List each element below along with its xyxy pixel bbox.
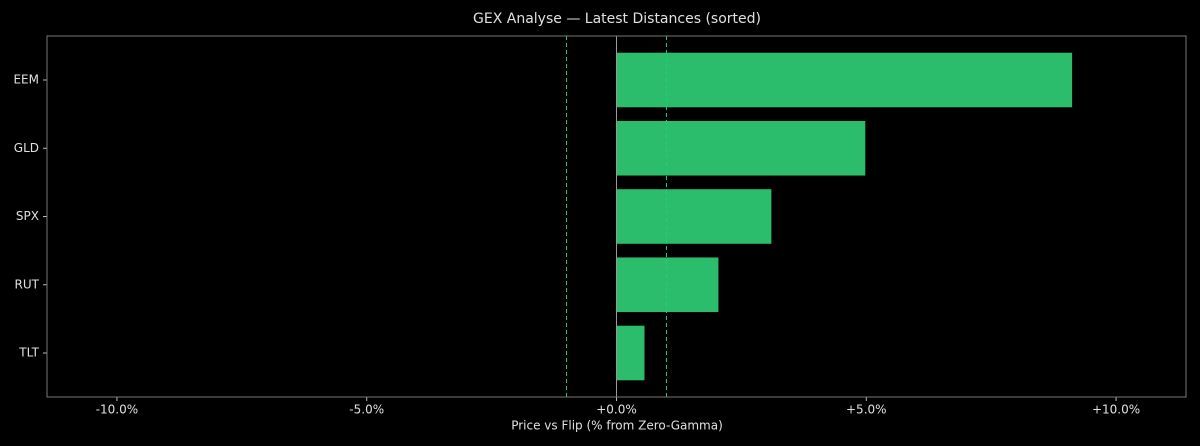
- x-tick-label: -10.0%: [96, 403, 138, 417]
- bar: [616, 189, 772, 244]
- chart-title: GEX Analyse — Latest Distances (sorted): [473, 11, 761, 27]
- x-axis-label: Price vs Flip (% from Zero-Gamma): [511, 419, 723, 433]
- bar: [616, 120, 866, 176]
- x-tick-label: +10.0%: [1092, 403, 1140, 417]
- y-tick-label: EEM: [13, 73, 39, 87]
- x-tick-label: +5.0%: [846, 403, 887, 417]
- bar: [616, 257, 719, 313]
- y-tick-label: SPX: [16, 209, 39, 223]
- bar: [616, 325, 645, 381]
- x-tick-label: +0.0%: [596, 403, 637, 417]
- bar: [616, 52, 1073, 108]
- y-tick-label: TLT: [18, 346, 39, 360]
- plot-frame: [46, 35, 1187, 398]
- y-tick-label: RUT: [15, 277, 40, 291]
- y-tick-label: GLD: [14, 141, 39, 155]
- x-tick-label: -5.0%: [349, 403, 384, 417]
